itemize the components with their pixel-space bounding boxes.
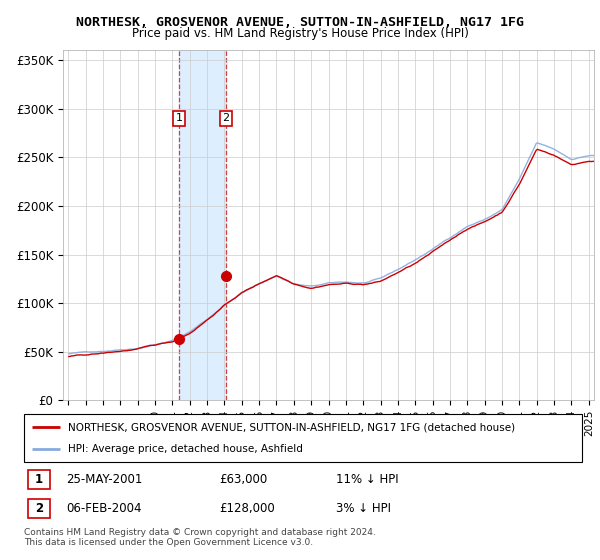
- Text: 1: 1: [35, 473, 43, 486]
- Text: HPI: Average price, detached house, Ashfield: HPI: Average price, detached house, Ashf…: [68, 444, 302, 454]
- Text: 2: 2: [223, 114, 230, 123]
- Text: Contains HM Land Registry data © Crown copyright and database right 2024.
This d: Contains HM Land Registry data © Crown c…: [24, 528, 376, 547]
- FancyBboxPatch shape: [24, 414, 582, 462]
- Text: 3% ↓ HPI: 3% ↓ HPI: [337, 502, 391, 515]
- Text: 1: 1: [175, 114, 182, 123]
- Text: £128,000: £128,000: [220, 502, 275, 515]
- Bar: [179, 50, 226, 400]
- Text: £63,000: £63,000: [220, 473, 268, 486]
- Text: 11% ↓ HPI: 11% ↓ HPI: [337, 473, 399, 486]
- Text: Price paid vs. HM Land Registry's House Price Index (HPI): Price paid vs. HM Land Registry's House …: [131, 27, 469, 40]
- FancyBboxPatch shape: [28, 500, 50, 519]
- Text: 06-FEB-2004: 06-FEB-2004: [66, 502, 142, 515]
- Text: NORTHESK, GROSVENOR AVENUE, SUTTON-IN-ASHFIELD, NG17 1FG: NORTHESK, GROSVENOR AVENUE, SUTTON-IN-AS…: [76, 16, 524, 29]
- Text: 25-MAY-2001: 25-MAY-2001: [66, 473, 142, 486]
- Text: 2: 2: [35, 502, 43, 515]
- Text: NORTHESK, GROSVENOR AVENUE, SUTTON-IN-ASHFIELD, NG17 1FG (detached house): NORTHESK, GROSVENOR AVENUE, SUTTON-IN-AS…: [68, 422, 515, 432]
- FancyBboxPatch shape: [28, 470, 50, 489]
